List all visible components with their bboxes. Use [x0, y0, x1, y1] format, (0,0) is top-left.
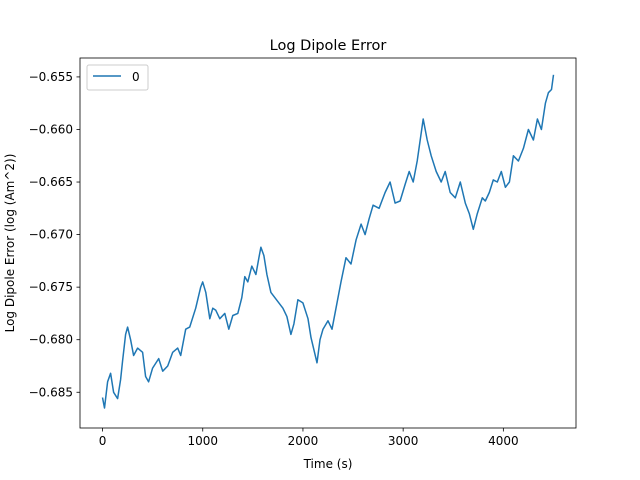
y-tick-label: −0.675	[29, 280, 73, 294]
legend-label-0: 0	[132, 70, 140, 84]
y-tick-label: −0.670	[29, 228, 73, 242]
x-axis: 0 1000 2000 3000 4000	[99, 428, 519, 448]
y-tick-label: −0.655	[29, 70, 73, 84]
x-tick-label: 1000	[187, 434, 218, 448]
x-tick-label: 4000	[488, 434, 519, 448]
x-axis-label: Time (s)	[303, 457, 353, 471]
y-tick-label: −0.665	[29, 175, 73, 189]
legend-box	[86, 64, 149, 91]
axes-frame	[79, 57, 577, 429]
chart-title: Log Dipole Error	[270, 38, 387, 54]
y-tick-label: −0.685	[29, 385, 73, 399]
y-tick-label: −0.680	[29, 333, 73, 347]
y-tick-label: −0.660	[29, 122, 73, 136]
series-line-0	[101, 74, 555, 409]
x-tick-label: 3000	[388, 434, 419, 448]
x-tick-label: 2000	[288, 434, 319, 448]
y-axis-label: Log Dipole Error (log (Am^2))	[3, 154, 17, 333]
plot-area	[79, 57, 577, 429]
y-axis: −0.685 −0.680 −0.675 −0.670 −0.665 −0.660 −0.6…	[29, 70, 80, 399]
legend: 0	[86, 64, 149, 91]
x-tick-label: 0	[99, 434, 107, 448]
